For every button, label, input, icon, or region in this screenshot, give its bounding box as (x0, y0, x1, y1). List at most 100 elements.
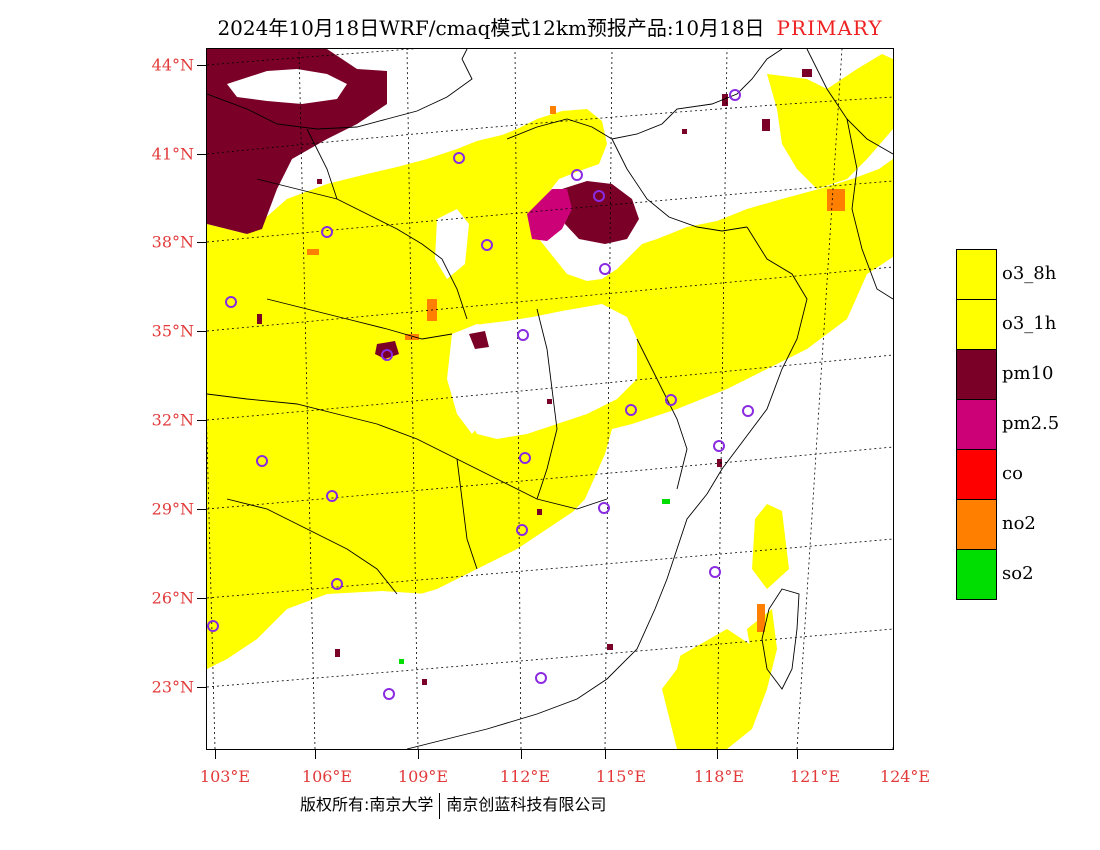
station-marker (481, 239, 493, 251)
lon-label: 106°E (301, 767, 353, 786)
lat-tick (197, 154, 207, 155)
station-marker (625, 404, 637, 416)
pm10-hebei (562, 181, 639, 244)
pm10-dot (257, 314, 262, 324)
lat-label: 23°N (151, 677, 194, 697)
footer-divider (439, 792, 441, 819)
station-marker (599, 263, 611, 275)
station-marker (709, 566, 721, 578)
pm10-dot (547, 399, 552, 404)
boundary-line (226, 498, 398, 595)
no2-spot (405, 334, 419, 340)
station-marker (207, 620, 219, 632)
boundary-line (636, 338, 688, 490)
lat-label: 29°N (151, 499, 194, 519)
pollutant-map (207, 49, 893, 749)
lat-line-32 (207, 354, 893, 421)
station-marker (665, 394, 677, 406)
lat-tick (197, 420, 207, 421)
station-marker (321, 226, 333, 238)
station-marker (453, 152, 465, 164)
station-marker (571, 169, 583, 181)
legend-label: pm2.5 (1002, 413, 1060, 434)
legend-label: so2 (1002, 563, 1034, 584)
lat-tick (197, 598, 207, 599)
pm10-dot (762, 119, 770, 131)
boundary-line (536, 308, 558, 500)
lat-tick (197, 687, 207, 688)
lat-label: 44°N (151, 55, 194, 75)
boundary-line (611, 138, 748, 232)
lon-label: 118°E (693, 767, 745, 786)
station-marker (225, 296, 237, 308)
lon-line-121 (796, 49, 843, 749)
pm25-beijing (527, 189, 572, 241)
clear-northwest-hole (227, 69, 347, 104)
lon-label: 109°E (397, 767, 449, 786)
pm10-dot (802, 69, 812, 77)
legend-swatch (956, 549, 997, 600)
station-marker (535, 672, 547, 684)
taiwan-outline (761, 588, 800, 690)
legend-item-co: co (956, 449, 1096, 500)
lon-label: 103°E (199, 767, 251, 786)
station-marker (326, 490, 338, 502)
boundary-line (306, 128, 338, 200)
boundaries (207, 49, 893, 749)
copyright-footer: 版权所有:南京大学 南京创蓝科技有限公司 (300, 791, 780, 819)
boundary-line (846, 118, 893, 300)
map-canvas (207, 49, 893, 749)
title-tag: PRIMARY (776, 16, 883, 40)
pm10-dot (537, 509, 542, 515)
lon-tick (605, 749, 606, 759)
clear-areas (247, 209, 687, 749)
pm10-dot (722, 94, 728, 106)
station-marker (742, 405, 754, 417)
lat-line-29 (207, 446, 893, 510)
legend-label: no2 (1002, 513, 1036, 534)
boundary-line (256, 178, 468, 320)
ozone-east-coast (767, 54, 893, 189)
lat-label: 41°N (151, 144, 194, 164)
station-marker (381, 349, 393, 361)
so2-spot (662, 499, 670, 504)
legend-item-pm10: pm10 (956, 349, 1096, 400)
station-marker (713, 440, 725, 452)
ozone-nm-band (497, 114, 592, 164)
station-marker (519, 452, 531, 464)
legend-label: pm10 (1002, 363, 1054, 384)
lat-tick (197, 509, 207, 510)
lon-tick (215, 749, 216, 759)
legend-item-o3-8h: o3_8h (956, 249, 1096, 300)
legend-item-pm25: pm2.5 (956, 399, 1096, 450)
lon-tick (717, 749, 718, 759)
lon-label: 112°E (499, 767, 551, 786)
pm10-dot (717, 459, 722, 467)
lat-line-41 (207, 96, 893, 155)
pm10-dot (607, 644, 613, 650)
station-marker (256, 455, 268, 467)
lon-line-115 (604, 49, 613, 749)
boundary-line (207, 49, 473, 130)
pm10-dot (422, 679, 427, 685)
copyright-left: 版权所有:南京大学 (300, 795, 434, 814)
lat-label: 35°N (151, 321, 194, 341)
boundary-line (456, 458, 478, 570)
map-title: 2024年10月18日WRF/cmaq模式12km预报产品:10月18日 PRIM… (0, 12, 1100, 40)
legend-swatch (956, 399, 997, 450)
lat-label: 26°N (151, 588, 194, 608)
lon-label: 121°E (789, 767, 841, 786)
clear-south (247, 499, 687, 749)
station-marker (593, 190, 605, 202)
lat-line-26 (207, 538, 893, 599)
legend-item-so2: so2 (956, 549, 1096, 600)
pollutant-legend: o3_8h o3_1h pm10 pm2.5 co no2 so2 (956, 249, 1096, 600)
station-markers (207, 89, 754, 700)
no2-spot (757, 604, 765, 632)
lat-tick (197, 331, 207, 332)
lat-label: 38°N (151, 232, 194, 252)
lon-label: 115°E (595, 767, 647, 786)
ozone-southeast-sea (657, 629, 767, 749)
station-marker (516, 524, 528, 536)
pm10-dot (317, 179, 322, 184)
